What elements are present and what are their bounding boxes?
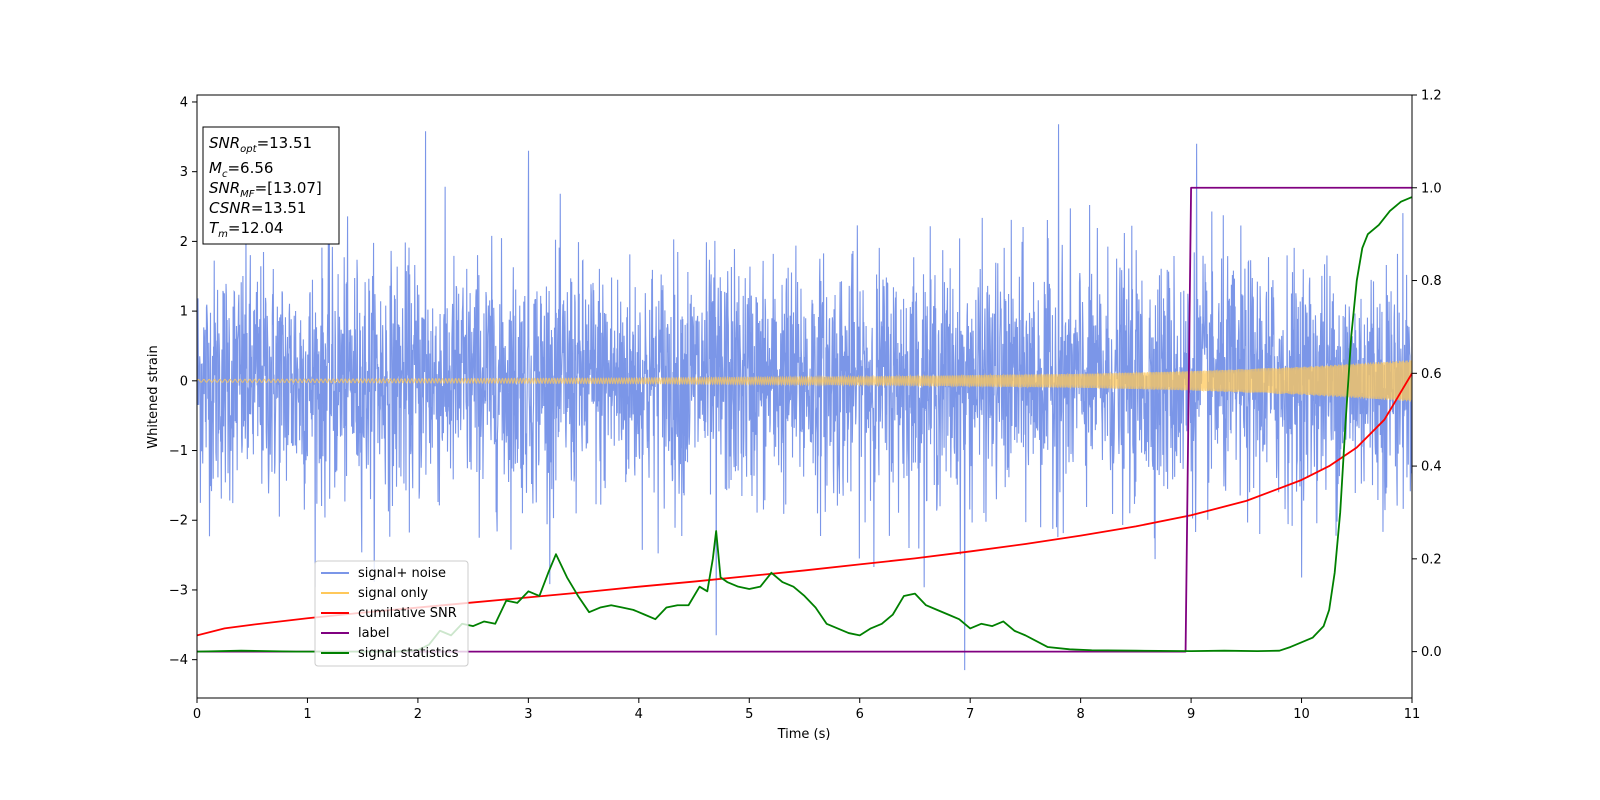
y2-tick-label: 1.2 [1421,89,1442,104]
x-tick-label: 8 [1076,707,1084,722]
y2-tick-label: 0.4 [1421,460,1442,475]
x-tick-label: 9 [1187,707,1195,722]
x-tick-label: 1 [303,707,311,722]
y-tick-label: 0 [180,374,188,389]
x-tick-label: 0 [193,707,201,722]
annotation-snr-mf: SNRMF=[13.07] [209,179,322,200]
y-tick-label: −2 [169,514,188,529]
y-tick-label: −4 [169,653,188,668]
y-axis-right: 0.0 0.2 0.4 0.6 0.8 1.0 1.2 [1412,89,1442,660]
plot-frame [196,94,1413,699]
y2-tick-label: 0.0 [1421,645,1442,660]
annotation-snr-opt: SNRopt=13.51 [209,134,312,155]
y2-tick-label: 0.8 [1421,274,1442,289]
x-tick-label: 2 [414,707,422,722]
y-axis-label: Whitened strain [146,345,161,448]
y2-tick-label: 0.6 [1421,367,1442,382]
legend-label-label: label [358,626,389,641]
legend-label-cumulative-snr: cumilative SNR [358,606,457,621]
annotation-box: SNRopt=13.51 Mc=6.56 SNRMF=[13.07] CSNR=… [202,126,340,245]
legend: signal+ noise signal only cumilative SNR… [314,560,469,667]
x-axis-label: Time (s) [777,727,831,742]
annotation-csnr: CSNR=13.51 [209,199,306,217]
legend-label-signal-only: signal only [358,586,428,601]
annotation-mc: Mc=6.56 [209,159,273,180]
x-tick-label: 3 [524,707,532,722]
x-axis: 0 1 2 3 4 5 6 7 8 9 10 11 [193,698,1420,722]
x-tick-label: 6 [856,707,864,722]
y-tick-label: 3 [180,165,188,180]
legend-frame [314,560,469,667]
series-signal-statistics [197,196,1412,653]
series-label [197,186,1412,653]
y-tick-label: −3 [169,583,188,598]
x-tick-label: 5 [745,707,753,722]
y2-tick-label: 0.2 [1421,552,1442,567]
y2-tick-label: 1.0 [1421,181,1442,196]
y-tick-label: −1 [169,444,188,459]
y-tick-label: 1 [180,305,188,320]
series-signal-only [197,360,1412,402]
y-tick-label: 4 [180,95,188,110]
x-tick-label: 11 [1404,707,1421,722]
legend-label-signal-statistics: signal statistics [358,646,459,661]
series-signal-noise [197,124,1412,671]
x-tick-label: 10 [1293,707,1310,722]
legend-label-signal-noise: signal+ noise [358,566,446,581]
annotation-frame [202,126,340,245]
x-tick-label: 7 [966,707,974,722]
y-tick-label: 2 [180,235,188,250]
x-tick-label: 4 [635,707,643,722]
y-axis-left: −4 −3 −2 −1 0 1 2 3 4 [169,95,197,668]
annotation-tm: Tm=12.04 [209,219,283,240]
